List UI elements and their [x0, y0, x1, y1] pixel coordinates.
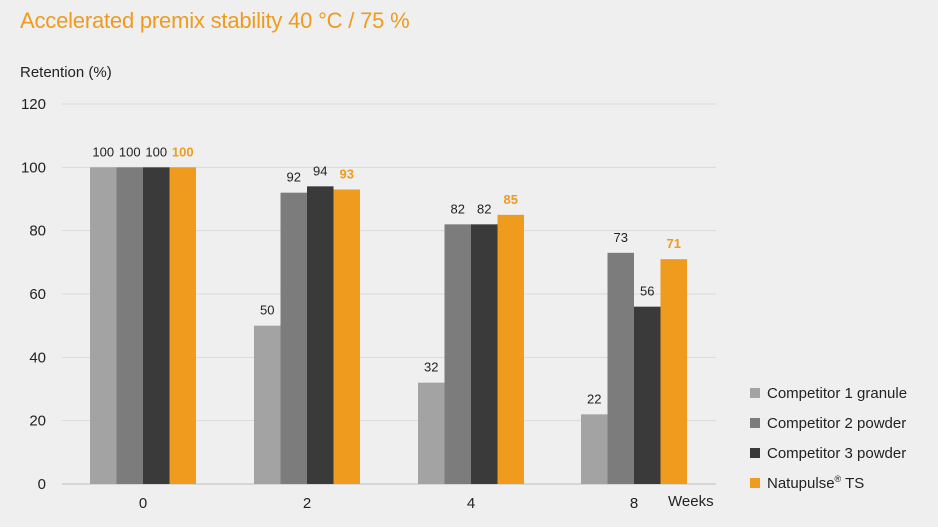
- data-label: 56: [640, 284, 654, 299]
- legend-swatch-competitor-2: [750, 418, 760, 428]
- data-label: 22: [587, 391, 601, 406]
- bar: [169, 167, 196, 485]
- bar: [660, 259, 687, 484]
- data-label: 100: [119, 144, 141, 159]
- bar: [90, 167, 117, 485]
- data-label: 73: [614, 230, 628, 245]
- data-label: 50: [260, 303, 274, 318]
- y-tick-label: 0: [38, 476, 46, 493]
- bar: [418, 382, 445, 484]
- bar: [444, 224, 471, 485]
- data-label: 71: [667, 236, 681, 251]
- legend-item-competitor-3: Competitor 3 powder: [750, 438, 907, 468]
- x-axis-label: Weeks: [668, 493, 714, 510]
- chart-legend: Competitor 1 granule Competitor 2 powder…: [750, 378, 907, 498]
- legend-item-competitor-1: Competitor 1 granule: [750, 378, 907, 408]
- bar: [471, 224, 498, 485]
- legend-item-competitor-2: Competitor 2 powder: [750, 408, 907, 438]
- y-tick-label: 80: [29, 223, 46, 240]
- bar: [254, 325, 281, 484]
- chart-title: Accelerated premix stability 40 °C / 75 …: [20, 8, 410, 33]
- bar: [497, 214, 524, 485]
- y-tick-label: 100: [21, 159, 46, 176]
- bar: [333, 189, 360, 484]
- y-tick-label: 40: [29, 349, 46, 366]
- x-tick-label: 2: [303, 495, 311, 512]
- legend-label-competitor-3: Competitor 3 powder: [767, 444, 907, 462]
- data-label: 92: [287, 170, 301, 185]
- legend-item-natupulse: Natupulse® TS: [750, 468, 907, 498]
- bar: [143, 167, 170, 485]
- x-tick-label: 8: [630, 495, 638, 512]
- x-tick-label: 4: [467, 495, 475, 512]
- data-label: 100: [145, 144, 167, 159]
- y-tick-label: 20: [29, 413, 46, 430]
- bar: [280, 192, 307, 484]
- data-label: 82: [451, 201, 465, 216]
- bar: [607, 252, 634, 484]
- bar: [581, 414, 608, 484]
- x-tick-label: 0: [139, 495, 147, 512]
- legend-label-competitor-1: Competitor 1 granule: [767, 384, 908, 402]
- legend-label-natupulse: Natupulse® TS: [767, 474, 865, 492]
- legend-label-competitor-2: Competitor 2 powder: [767, 414, 907, 432]
- data-label: 93: [340, 167, 354, 182]
- legend-swatch-competitor-1: [750, 388, 760, 398]
- data-label: 100: [172, 144, 194, 159]
- data-label: 32: [424, 360, 438, 375]
- legend-swatch-natupulse: [750, 478, 760, 488]
- y-axis-label: Retention (%): [20, 64, 112, 81]
- bar: [634, 306, 661, 484]
- bar: [307, 186, 334, 485]
- legend-swatch-competitor-3: [750, 448, 760, 458]
- y-tick-label: 60: [29, 286, 46, 303]
- data-label: 94: [313, 163, 327, 178]
- data-label: 100: [92, 144, 114, 159]
- data-label: 85: [504, 192, 518, 207]
- y-tick-label: 120: [21, 96, 46, 113]
- bar: [116, 167, 143, 485]
- data-label: 82: [477, 201, 491, 216]
